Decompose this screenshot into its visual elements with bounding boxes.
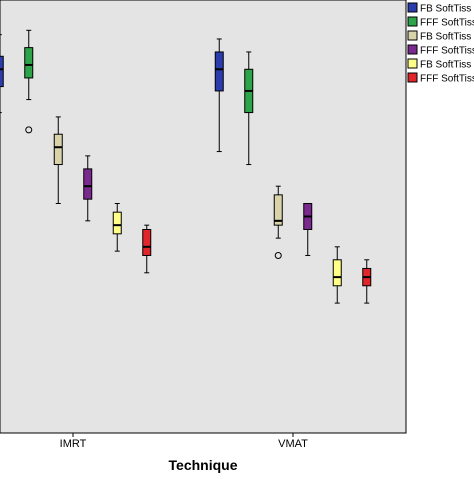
box-body: [273, 194, 283, 226]
box-imrt-series-4: [83, 155, 93, 222]
box-vmat-series-1: [214, 38, 224, 153]
legend-swatch-3: [407, 30, 418, 41]
legend-label-1: FB SoftTiss: [420, 4, 471, 15]
legend-label-3: FB SoftTiss: [420, 32, 471, 43]
box-vmat-series-6: [362, 259, 372, 304]
x-tick-label-imrt: IMRT: [60, 438, 87, 450]
box-body: [53, 133, 63, 166]
box-vmat-series-2: [244, 51, 254, 166]
box-vmat-series-3: [273, 185, 283, 259]
x-axis: IMRT VMAT: [60, 433, 308, 450]
legend-swatch-1: [407, 2, 418, 13]
box-body: [112, 211, 122, 235]
legend-label-5: FB SoftTiss: [420, 60, 471, 71]
legend-label-6: FFF SoftTiss: [420, 74, 474, 85]
box-vmat-series-4: [303, 203, 313, 256]
box-body: [332, 259, 342, 287]
box-imrt-series-6: [142, 224, 152, 274]
legend-label-2: FFF SoftTiss: [420, 18, 474, 29]
box-body: [83, 168, 93, 200]
plot-area: [0, 0, 407, 434]
box-imrt-series-1: [0, 34, 4, 114]
legend-swatch-2: [407, 16, 418, 27]
x-axis-title: Technique: [169, 457, 238, 473]
legend-label-4: FFF SoftTiss: [420, 46, 474, 57]
boxes-layer: [0, 29, 372, 304]
box-imrt-series-2: [24, 29, 34, 134]
box-imrt-series-3: [53, 116, 63, 205]
x-tick-label-vmat: VMAT: [278, 438, 308, 450]
legend-swatch-6: [407, 72, 418, 83]
box-body: [142, 228, 152, 256]
legend-swatch-4: [407, 44, 418, 55]
legend: FB SoftTiss FFF SoftTiss FB SoftTiss FFF So…: [407, 2, 474, 85]
box-imrt-series-5: [112, 203, 122, 252]
box-body: [214, 51, 224, 92]
outlier-point: [25, 126, 33, 134]
box-body: [0, 55, 4, 88]
outlier-point: [274, 251, 282, 259]
legend-swatch-5: [407, 58, 418, 69]
box-body: [24, 47, 34, 79]
box-vmat-series-5: [332, 246, 342, 304]
